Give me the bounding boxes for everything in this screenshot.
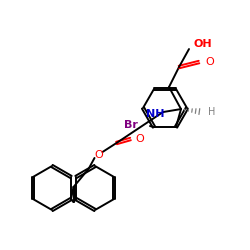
Text: O: O [94,150,103,160]
Text: OH: OH [194,39,212,49]
Text: Br: Br [124,120,138,130]
Text: NH: NH [146,109,164,119]
Text: H: H [208,107,216,117]
Text: O: O [205,57,214,67]
Text: O: O [136,134,144,144]
